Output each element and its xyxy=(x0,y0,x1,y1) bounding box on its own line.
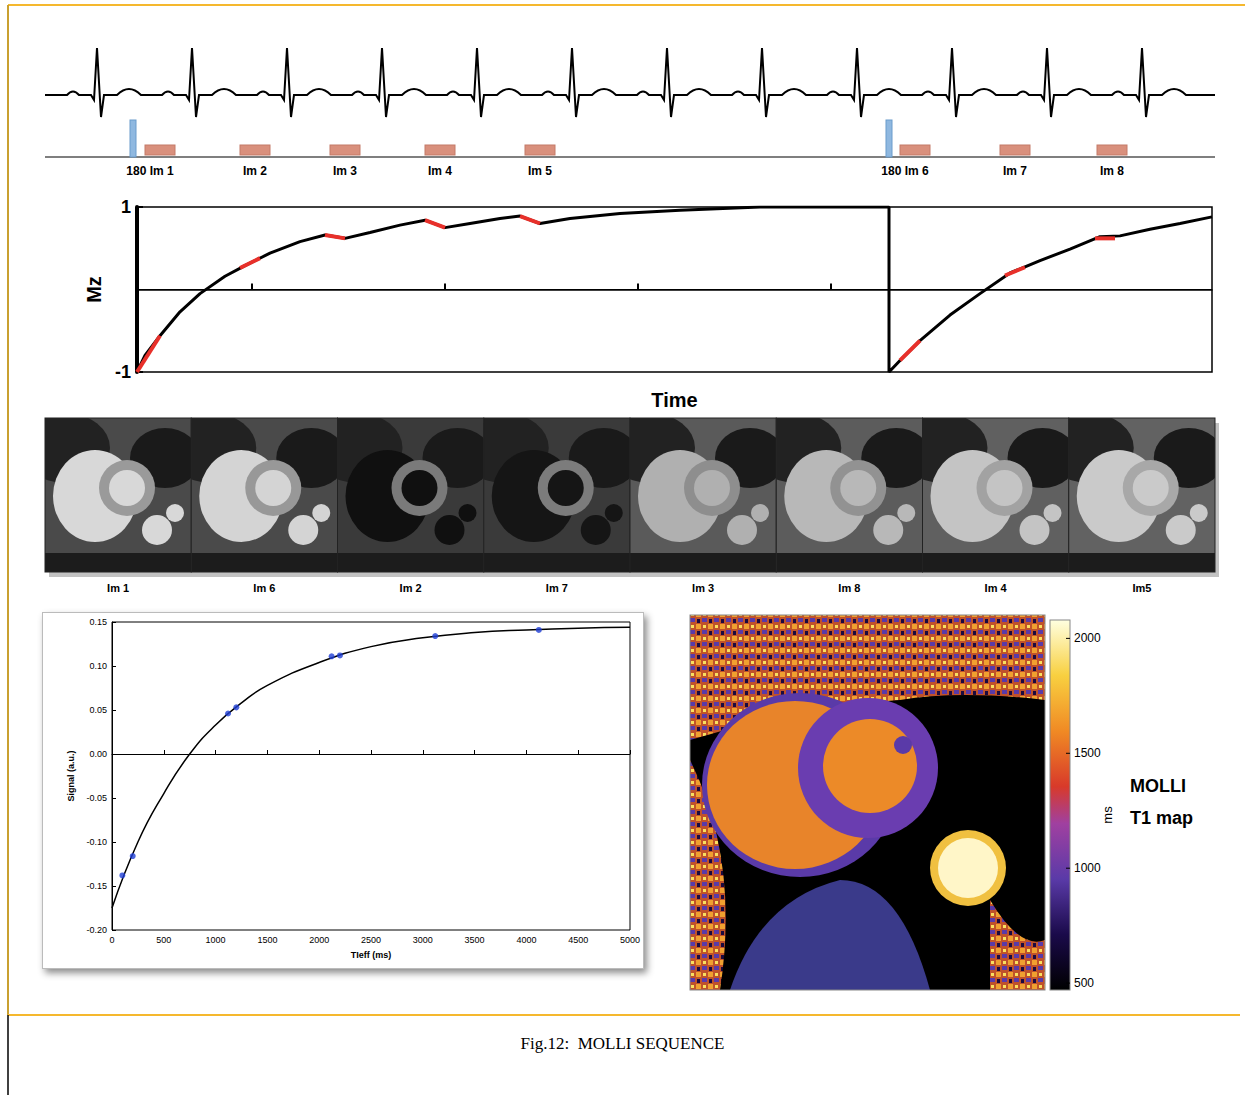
svg-text:Im 5: Im 5 xyxy=(528,164,552,178)
svg-text:Im 4: Im 4 xyxy=(985,582,1008,594)
svg-text:0.00: 0.00 xyxy=(89,749,107,759)
svg-text:1500: 1500 xyxy=(257,935,277,945)
svg-text:2000: 2000 xyxy=(1074,631,1101,645)
svg-text:180 Im 6: 180 Im 6 xyxy=(881,164,929,178)
svg-text:TIeff (ms): TIeff (ms) xyxy=(351,950,392,960)
svg-text:500: 500 xyxy=(156,935,171,945)
svg-text:1: 1 xyxy=(121,197,131,217)
svg-text:Im 8: Im 8 xyxy=(838,582,860,594)
svg-text:3500: 3500 xyxy=(465,935,485,945)
svg-text:1500: 1500 xyxy=(1074,746,1101,760)
svg-text:T1 map: T1 map xyxy=(1130,808,1193,828)
svg-text:Time: Time xyxy=(651,389,697,411)
svg-text:2500: 2500 xyxy=(361,935,381,945)
svg-text:Signal (a.u.): Signal (a.u.) xyxy=(66,750,76,801)
svg-text:Im 6: Im 6 xyxy=(253,582,275,594)
svg-text:2000: 2000 xyxy=(309,935,329,945)
html-text:Fig.12: MOLLI SEQUENCE: Fig.12: MOLLI SEQUENCE xyxy=(520,1034,725,1053)
svg-text:5000: 5000 xyxy=(620,935,640,945)
svg-text:-0.20: -0.20 xyxy=(86,925,107,935)
svg-text:1000: 1000 xyxy=(206,935,226,945)
svg-text:-0.15: -0.15 xyxy=(86,881,107,891)
svg-text:Mz: Mz xyxy=(83,276,105,303)
svg-text:-1: -1 xyxy=(115,362,131,382)
svg-text:1000: 1000 xyxy=(1074,861,1101,875)
svg-text:3000: 3000 xyxy=(413,935,433,945)
svg-text:Im5: Im5 xyxy=(1132,582,1151,594)
svg-text:Im 3: Im 3 xyxy=(692,582,714,594)
svg-text:-0.05: -0.05 xyxy=(86,793,107,803)
svg-text:500: 500 xyxy=(1074,976,1094,990)
svg-text:Im 8: Im 8 xyxy=(1100,164,1124,178)
svg-text:Im 2: Im 2 xyxy=(400,582,422,594)
svg-text:4500: 4500 xyxy=(568,935,588,945)
svg-text:4000: 4000 xyxy=(516,935,536,945)
svg-text:Im 3: Im 3 xyxy=(333,164,357,178)
svg-text:Im 7: Im 7 xyxy=(1003,164,1027,178)
svg-text:-0.10: -0.10 xyxy=(86,837,107,847)
svg-text:Im 4: Im 4 xyxy=(428,164,452,178)
svg-text:0.15: 0.15 xyxy=(89,617,107,627)
svg-text:ms: ms xyxy=(1100,806,1115,824)
svg-text:MOLLI: MOLLI xyxy=(1130,776,1186,796)
svg-text:180 Im 1: 180 Im 1 xyxy=(126,164,174,178)
svg-text:Im 1: Im 1 xyxy=(107,582,129,594)
svg-text:Im 7: Im 7 xyxy=(546,582,568,594)
svg-text:0: 0 xyxy=(109,935,114,945)
svg-text:Im 2: Im 2 xyxy=(243,164,267,178)
svg-text:0.10: 0.10 xyxy=(89,661,107,671)
svg-text:0.05: 0.05 xyxy=(89,705,107,715)
